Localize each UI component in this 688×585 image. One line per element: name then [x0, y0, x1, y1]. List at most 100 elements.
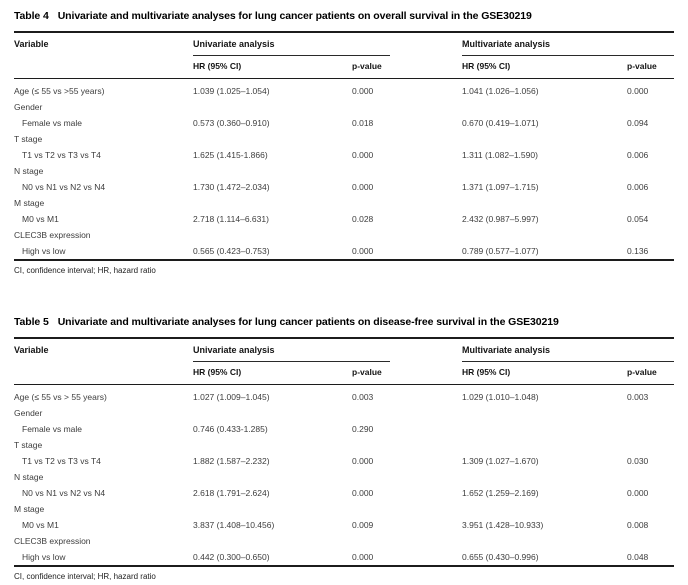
variable-cell: M0 vs M1 — [22, 520, 59, 530]
multivariate-p-value-cell: 0.000 — [627, 86, 649, 96]
multivariate-p-value-cell: 0.006 — [627, 150, 649, 160]
univariate-p-value-cell — [352, 99, 462, 115]
univariate-hr-cell: 3.837 (1.408–10.456) — [193, 520, 275, 530]
univariate-hr-cell: 1.625 (1.415-1.866) — [193, 150, 268, 160]
table-row: Gender — [14, 405, 674, 421]
variable-cell: Age (≤ 55 vs > 55 years) — [14, 392, 107, 402]
univariate-p-value-cell — [352, 533, 462, 549]
univariate-p-value-cell: 0.000 — [352, 488, 374, 498]
variable-cell: T1 vs T2 vs T3 vs T4 — [22, 456, 101, 466]
multivariate-group-header: Multivariate analysis — [462, 338, 674, 362]
univariate-hr-cell: 0.746 (0.433-1.285) — [193, 424, 268, 434]
table-row: M stage — [14, 501, 674, 517]
multivariate-p-value-cell — [627, 163, 674, 179]
variable-cell: N stage — [14, 472, 44, 482]
variable-column-header: Variable — [14, 338, 193, 385]
multivariate-p-value-column-header: p-value — [627, 56, 674, 79]
table5-section: Table 5 Univariate and multivariate analy… — [14, 316, 674, 582]
table-row: Gender — [14, 99, 674, 115]
univariate-hr-cell — [193, 437, 352, 453]
multivariate-p-value-cell: 0.000 — [627, 488, 649, 498]
table-row: N stage — [14, 163, 674, 179]
multivariate-p-value-cell — [627, 227, 674, 243]
multivariate-group-label: Multivariate analysis — [462, 39, 674, 56]
table4-label: Table 4 — [14, 10, 49, 22]
multivariate-hr-cell — [462, 533, 627, 549]
table-row: M stage — [14, 195, 674, 211]
multivariate-p-value-cell: 0.054 — [627, 214, 649, 224]
univariate-hr-column-header: HR (95% CI) — [193, 362, 352, 385]
variable-cell: N stage — [14, 166, 44, 176]
variable-cell: N0 vs N1 vs N2 vs N4 — [22, 182, 106, 192]
univariate-p-value-cell: 0.000 — [352, 549, 462, 567]
univariate-hr-cell — [193, 99, 352, 115]
multivariate-p-value-cell — [627, 421, 674, 437]
multivariate-hr-cell — [462, 195, 627, 211]
multivariate-hr-cell — [462, 469, 627, 485]
table-row: T1 vs T2 vs T3 vs T4 1.882 (1.587–2.232)… — [14, 453, 674, 469]
univariate-group-header: Univariate analysis — [193, 338, 462, 362]
multivariate-hr-cell — [462, 421, 627, 437]
univariate-group-header: Univariate analysis — [193, 32, 462, 56]
multivariate-hr-cell: 1.652 (1.259–2.169) — [462, 488, 539, 498]
multivariate-hr-cell: 1.309 (1.027–1.670) — [462, 456, 539, 466]
variable-cell: T stage — [14, 134, 43, 144]
univariate-hr-cell: 0.573 (0.360–0.910) — [193, 118, 270, 128]
univariate-p-value-cell: 0.000 — [352, 150, 374, 160]
table-row: CLEC3B expression — [14, 227, 674, 243]
multivariate-hr-cell — [462, 163, 627, 179]
table-row: N stage — [14, 469, 674, 485]
multivariate-p-value-cell: 0.048 — [627, 549, 674, 567]
univariate-hr-cell: 1.027 (1.009–1.045) — [193, 392, 270, 402]
multivariate-p-value-cell — [627, 501, 674, 517]
univariate-hr-cell: 1.039 (1.025–1.054) — [193, 86, 270, 96]
univariate-p-value-cell — [352, 131, 462, 147]
univariate-hr-cell — [193, 163, 352, 179]
univariate-hr-cell — [193, 469, 352, 485]
table4-title: Table 4 Univariate and multivariate analy… — [14, 10, 674, 23]
univariate-group-label: Univariate analysis — [193, 345, 390, 362]
multivariate-hr-cell — [462, 99, 627, 115]
multivariate-hr-cell: 1.311 (1.082–1.590) — [462, 150, 538, 160]
univariate-p-value-cell — [352, 405, 462, 421]
univariate-p-value-cell: 0.000 — [352, 243, 462, 261]
multivariate-p-value-cell — [627, 405, 674, 421]
multivariate-hr-column-header: HR (95% CI) — [462, 56, 627, 79]
variable-cell: CLEC3B expression — [14, 230, 91, 240]
univariate-hr-cell: 0.442 (0.300–0.650) — [193, 549, 352, 567]
univariate-hr-cell — [193, 533, 352, 549]
univariate-hr-cell: 2.718 (1.114–6.631) — [193, 214, 269, 224]
table5-footnote: CI, confidence interval; HR, hazard rati… — [14, 572, 156, 581]
univariate-p-value-column-header: p-value — [352, 362, 462, 385]
table-row: High vs low 0.565 (0.423–0.753) 0.000 0.… — [14, 243, 674, 261]
table-row: M0 vs M1 3.837 (1.408–10.456) 0.009 3.95… — [14, 517, 674, 533]
multivariate-group-header: Multivariate analysis — [462, 32, 674, 56]
variable-column-header: Variable — [14, 32, 193, 79]
univariate-hr-cell — [193, 131, 352, 147]
table5: Variable Univariate analysis Multivariat… — [14, 337, 674, 567]
multivariate-p-value-cell: 0.008 — [627, 520, 649, 530]
univariate-p-value-cell — [352, 469, 462, 485]
univariate-hr-cell — [193, 195, 352, 211]
univariate-p-value-cell: 0.003 — [352, 392, 374, 402]
multivariate-hr-cell — [462, 227, 627, 243]
multivariate-p-value-cell — [627, 533, 674, 549]
univariate-hr-cell — [193, 227, 352, 243]
multivariate-p-value-cell: 0.003 — [627, 392, 649, 402]
multivariate-hr-cell: 3.951 (1.428–10.933) — [462, 520, 544, 530]
sub-header-row: HR (95% CI) p-value HR (95% CI) p-value — [14, 362, 674, 385]
multivariate-p-value-column-header: p-value — [627, 362, 674, 385]
multivariate-hr-cell: 0.655 (0.430–0.996) — [462, 549, 627, 567]
multivariate-hr-cell: 1.371 (1.097–1.715) — [462, 182, 539, 192]
variable-cell: T1 vs T2 vs T3 vs T4 — [22, 150, 101, 160]
multivariate-hr-cell: 1.029 (1.010–1.048) — [462, 392, 539, 402]
univariate-hr-cell: 0.565 (0.423–0.753) — [193, 243, 352, 261]
multivariate-p-value-cell: 0.094 — [627, 118, 649, 128]
multivariate-hr-cell: 1.041 (1.026–1.056) — [462, 86, 539, 96]
table4-footnote: CI, confidence interval; HR, hazard rati… — [14, 266, 156, 275]
univariate-p-value-cell — [352, 195, 462, 211]
multivariate-hr-cell — [462, 501, 627, 517]
group-header-row: Variable Univariate analysis Multivariat… — [14, 32, 674, 79]
multivariate-p-value-cell — [627, 99, 674, 115]
